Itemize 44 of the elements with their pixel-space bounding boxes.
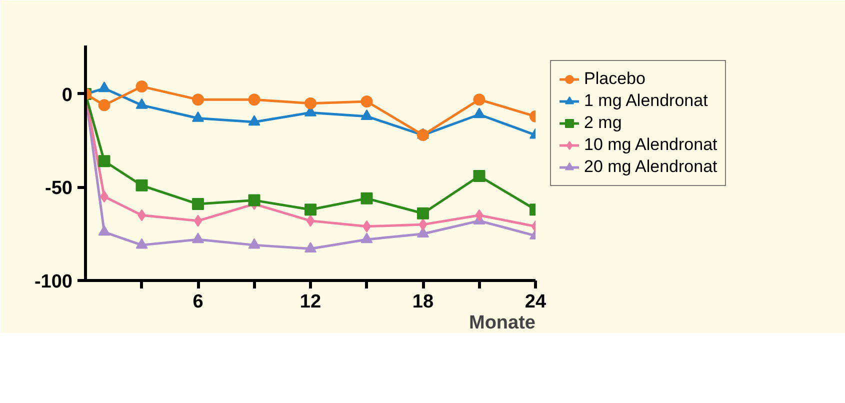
point <box>304 242 316 252</box>
point <box>192 198 204 210</box>
point <box>98 225 110 236</box>
point <box>304 204 316 216</box>
point <box>248 194 260 206</box>
legend-label: Placebo <box>584 69 646 89</box>
legend-label: 1 mg Alendronat <box>584 91 708 111</box>
y-tick-label: -50 <box>45 178 73 200</box>
point <box>306 214 315 227</box>
point <box>360 110 373 120</box>
point <box>304 97 316 110</box>
point <box>192 232 204 244</box>
y-tick-label: -100 <box>34 272 73 292</box>
point <box>248 115 260 126</box>
point <box>192 94 204 106</box>
point <box>98 155 110 168</box>
point <box>417 129 429 142</box>
point <box>473 94 486 106</box>
point <box>136 238 148 249</box>
point <box>473 108 486 118</box>
point <box>417 207 429 220</box>
point <box>248 238 260 249</box>
point <box>136 179 148 192</box>
point <box>360 232 373 244</box>
x-tick-label: 12 <box>300 292 322 312</box>
x-tick-label: 24 <box>524 292 546 312</box>
legend-label: 20 mg Alendronat <box>584 157 718 177</box>
point <box>248 94 260 106</box>
y-tick-label: 0 <box>62 84 73 106</box>
legend-label: 2 mg <box>584 113 622 133</box>
point <box>136 98 148 109</box>
point <box>98 99 110 112</box>
point <box>194 214 202 227</box>
x-tick-label: 6 <box>192 292 204 312</box>
legend-label: 10 mg Alendronat <box>584 135 718 155</box>
x-tick-label: 18 <box>412 292 434 312</box>
point <box>360 192 373 204</box>
point <box>192 111 204 122</box>
point <box>360 95 373 108</box>
point <box>136 80 148 93</box>
x-axis-title: Monate <box>469 312 536 334</box>
point <box>98 82 110 92</box>
point <box>473 170 486 182</box>
point <box>418 218 428 231</box>
